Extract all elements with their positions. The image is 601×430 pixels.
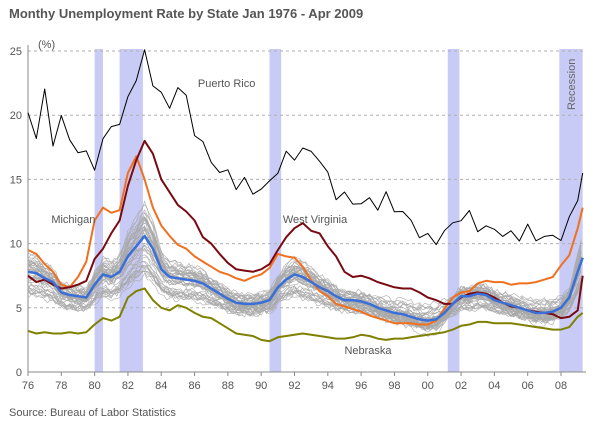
x-tick-label: 80	[89, 380, 101, 392]
annotation-michigan: Michigan	[51, 214, 95, 226]
series-line-nebraska	[27, 287, 584, 343]
recession-label: Recession	[566, 59, 578, 110]
state-line	[27, 244, 582, 324]
series-line-national	[27, 234, 584, 322]
series-line-west-virginia	[27, 139, 584, 320]
series-line-puerto-rico	[27, 49, 584, 246]
x-tick-label: 04	[488, 380, 500, 392]
annotation-west-virginia: West Virginia	[283, 214, 348, 226]
y-axis-unit-label: (%)	[38, 39, 55, 51]
recession-band	[269, 49, 282, 372]
recession-band	[94, 49, 103, 372]
x-tick-label: 08	[555, 380, 567, 392]
source-note: Source: Bureau of Labor Statistics	[9, 407, 176, 419]
x-tick-label: 00	[422, 380, 434, 392]
annotation-nebraska: Nebraska	[344, 345, 392, 357]
x-tick-label: 78	[55, 380, 67, 392]
state-line	[27, 267, 582, 324]
state-line	[27, 204, 582, 328]
chart-title: Monthy Unemployment Rate by State Jan 19…	[9, 6, 364, 21]
y-tick-label: 20	[10, 110, 22, 122]
x-tick-label: 86	[188, 380, 200, 392]
y-tick-label: 5	[16, 303, 22, 315]
x-tick-label: 90	[255, 380, 267, 392]
recession-band	[119, 49, 143, 372]
x-tick-label: 94	[322, 380, 334, 392]
y-tick-label: 0	[16, 367, 22, 379]
y-tick-label: 10	[10, 239, 22, 251]
state-line	[27, 264, 582, 329]
x-tick-label: 88	[222, 380, 234, 392]
state-line	[27, 264, 582, 325]
x-tick-label: 92	[288, 380, 300, 392]
series-line-michigan	[27, 155, 584, 326]
x-tick-label: 98	[388, 380, 400, 392]
annotation-puerto-rico: Puerto Rico	[198, 78, 255, 90]
x-tick-label: 76	[22, 380, 34, 392]
y-tick-label: 15	[10, 174, 22, 186]
state-line	[27, 216, 582, 325]
state-line	[27, 244, 582, 327]
x-tick-label: 96	[355, 380, 367, 392]
y-tick-label: 25	[10, 46, 22, 58]
state-line	[27, 261, 582, 321]
x-tick-label: 84	[155, 380, 167, 392]
recession-band	[447, 49, 460, 372]
x-tick-label: 06	[522, 380, 534, 392]
state-lines-group	[27, 200, 582, 338]
x-tick-label: 02	[455, 380, 467, 392]
x-tick-label: 82	[122, 380, 134, 392]
state-line	[27, 222, 582, 330]
state-line	[27, 272, 582, 325]
